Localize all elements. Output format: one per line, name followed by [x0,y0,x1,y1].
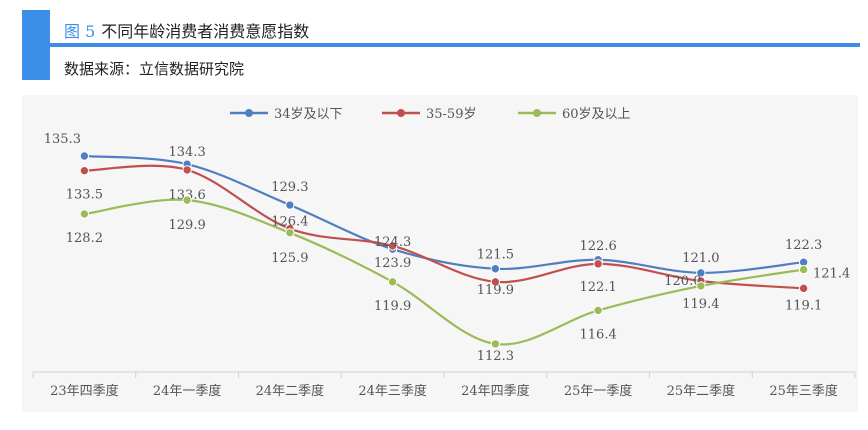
data-label: 128.2 [66,231,103,246]
series-line [84,154,804,274]
data-point [798,283,809,294]
chart-area [22,95,858,412]
x-tick-label: 25年一季度 [564,383,633,399]
x-tick-label: 24年三季度 [358,383,427,399]
data-label: 122.1 [580,280,617,295]
x-tick-label: 23年四季度 [50,383,119,399]
legend-marker [397,109,405,117]
data-point [387,277,398,287]
legend-label: 60岁及以上 [562,107,631,122]
x-tick-label: 25年二季度 [667,383,736,399]
legend-marker [245,109,253,117]
legend-label: 35-59岁 [426,107,476,122]
x-tick-label: 25年三季度 [769,383,838,399]
data-label: 124.3 [374,235,411,250]
data-point [285,200,295,210]
data-label: 122.6 [580,239,617,254]
x-tick-label: 24年四季度 [461,383,530,399]
data-label: 133.5 [66,188,103,203]
legend-marker [533,109,541,117]
data-point [593,259,603,269]
data-point [182,165,192,175]
data-point [490,339,501,349]
data-label: 121.4 [813,267,850,282]
data-label: 116.4 [580,327,617,342]
data-label: 120.0 [664,274,701,289]
data-point [79,209,90,219]
legend-label: 34岁及以下 [274,107,343,122]
data-label: 121.0 [682,251,719,266]
data-point [696,281,706,291]
data-label: 135.3 [44,132,81,147]
data-point [490,264,501,274]
data-point [182,195,192,205]
data-point [593,305,603,316]
title-underline [50,43,860,47]
data-label: 126.4 [271,215,308,230]
x-tick-label: 24年一季度 [153,383,222,399]
data-point [79,151,90,161]
data-point [387,241,398,251]
figure-number: 图 5 [64,22,96,41]
data-label: 119.1 [785,298,822,313]
data-point [79,166,90,176]
data-label: 125.9 [271,251,308,266]
data-label: 119.4 [682,297,719,312]
series-line [84,198,804,346]
data-label: 122.3 [785,238,822,253]
figure-title-text: 不同年龄消费者消费意愿指数 [101,22,310,41]
data-label: 133.6 [169,188,206,203]
data-label: 119.9 [374,299,411,314]
series-line [84,164,804,290]
header-accent-bar [22,10,50,80]
data-label: 119.9 [477,283,514,298]
data-point [798,264,809,275]
x-tick-label: 24年二季度 [256,383,325,399]
figure-title: 图 5 不同年龄消费者消费意愿指数 [64,18,309,42]
data-label: 112.3 [477,349,514,364]
data-label: 129.9 [169,218,206,233]
data-label: 134.3 [169,145,206,160]
data-label: 123.9 [374,256,411,271]
data-point [490,277,501,287]
data-label: 129.3 [271,180,308,195]
data-point [285,228,295,238]
data-source: 数据来源：立信数据研究院 [64,60,245,78]
data-label: 121.5 [477,248,514,263]
